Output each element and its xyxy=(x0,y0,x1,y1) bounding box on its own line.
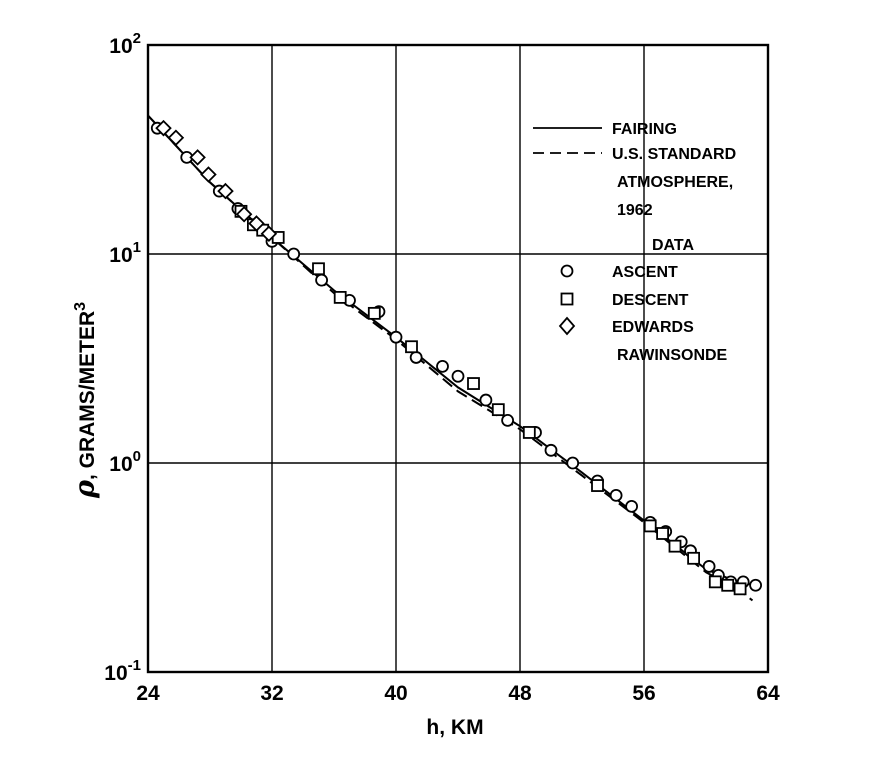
y-axis-label-superscript: 3 xyxy=(72,302,89,311)
legend-edwards-label: EDWARDS xyxy=(612,319,694,336)
plot-frame xyxy=(146,43,770,674)
legend-edwards-label-line2: RAWINSONDE xyxy=(617,347,728,364)
legend-descent-label: DESCENT xyxy=(612,292,689,309)
y-tick-label: 102 xyxy=(109,30,141,58)
rawinsonde-point xyxy=(167,129,185,147)
ascent-point xyxy=(451,369,465,383)
x-axis-label: h, KM xyxy=(426,716,483,739)
legend-circle-marker xyxy=(560,264,574,278)
y-tick-label: 10-1 xyxy=(104,657,141,685)
descent-point xyxy=(522,426,536,439)
ascent-point xyxy=(389,330,403,344)
x-tick-label: 40 xyxy=(384,682,407,705)
rawinsonde-point xyxy=(248,215,265,232)
svg-text:ρ, GRAMS/METER3: ρ, GRAMS/METER3 xyxy=(70,302,101,499)
y-axis-label: ρ, GRAMS/METER3 xyxy=(70,302,101,499)
descent-point xyxy=(708,575,722,589)
legend-standard-label-line2: ATMOSPHERE, xyxy=(617,174,733,191)
legend-square-marker xyxy=(560,292,574,306)
descent-point xyxy=(733,582,747,596)
data-points xyxy=(150,119,762,596)
descent-point xyxy=(367,306,381,320)
x-tick-label: 24 xyxy=(136,682,160,705)
ascent-point xyxy=(315,273,329,287)
ascent-point xyxy=(702,560,716,573)
rawinsonde-point xyxy=(217,182,234,200)
ascent-point xyxy=(566,456,580,470)
standard-atmosphere-line xyxy=(147,114,754,602)
x-tick-label: 64 xyxy=(756,682,780,705)
legend-ascent-label: ASCENT xyxy=(612,264,678,281)
y-tick-label: 101 xyxy=(109,239,141,267)
ascent-point xyxy=(409,351,423,364)
legend-fairing-label: FAIRING xyxy=(612,121,677,138)
descent-point xyxy=(467,377,480,390)
legend-standard-label-line3: 1962 xyxy=(617,202,653,219)
legend-standard-label: U.S. STANDARD xyxy=(612,146,736,163)
ascent-point xyxy=(625,499,638,513)
ascent-point xyxy=(749,578,762,592)
grid-lines xyxy=(148,45,768,672)
rawinsonde-point xyxy=(155,119,172,137)
legend: FAIRING U.S. STANDARD ATMOSPHERE, 1962 D… xyxy=(533,121,736,364)
y-axis-label-symbol: ρ xyxy=(70,479,101,499)
x-tick-labels: 24 32 40 48 56 64 xyxy=(136,682,780,705)
descent-point xyxy=(591,479,604,492)
y-tick-label: 100 xyxy=(109,448,141,476)
descent-point xyxy=(491,403,505,417)
x-tick-label: 32 xyxy=(260,682,283,705)
ascent-point xyxy=(436,359,449,373)
ascent-point xyxy=(544,443,558,457)
rawinsonde-point xyxy=(260,225,278,243)
ascent-point xyxy=(287,247,301,261)
rawinsonde-point xyxy=(200,166,217,183)
x-tick-label: 56 xyxy=(632,682,655,705)
ascent-point xyxy=(479,393,493,407)
x-tick-label: 48 xyxy=(508,682,532,705)
ascent-point xyxy=(609,488,623,502)
descent-point xyxy=(333,290,347,304)
y-tick-labels: 10-1 100 101 102 xyxy=(104,30,141,685)
descent-point xyxy=(721,578,735,592)
rawinsonde-point xyxy=(235,205,253,223)
descent-point xyxy=(687,551,700,565)
legend-data-heading: DATA xyxy=(652,237,695,254)
descent-point xyxy=(656,527,669,540)
descent-point xyxy=(312,262,325,276)
legend-diamond-marker xyxy=(558,316,576,336)
y-axis-label-text: , GRAMS/METER xyxy=(76,311,99,480)
rawinsonde-point xyxy=(189,149,206,166)
ascent-point xyxy=(501,413,515,427)
descent-point xyxy=(668,539,682,553)
descent-point xyxy=(405,340,418,354)
descent-point xyxy=(643,519,657,533)
